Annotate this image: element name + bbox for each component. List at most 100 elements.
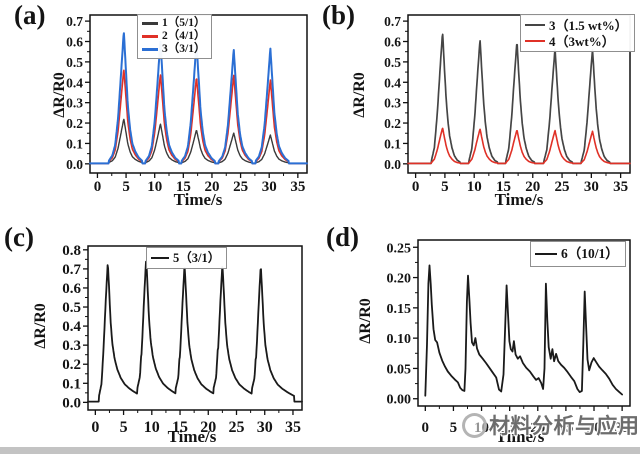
svg-text:35: 35 xyxy=(285,419,301,436)
svg-text:0.4: 0.4 xyxy=(62,319,81,335)
chart-canvas-a: 0 5 10 15 20 25 30 35 0.0 0.1 0.2 0.3 0.4 0.5 0.6 0.7 xyxy=(0,0,320,222)
svg-text:25: 25 xyxy=(558,420,573,436)
svg-text:15: 15 xyxy=(172,419,188,436)
svg-text:0.1: 0.1 xyxy=(66,136,83,151)
svg-text:20: 20 xyxy=(530,420,545,436)
svg-text:0.8: 0.8 xyxy=(62,243,81,259)
svg-text:25: 25 xyxy=(229,419,245,436)
legend-item: 4（3wt%） xyxy=(525,33,628,49)
svg-text:20: 20 xyxy=(525,179,540,195)
legend-item: 3（1.5 wt%） xyxy=(525,17,628,33)
panel-label-b: (b) xyxy=(322,0,355,30)
svg-text:0.1: 0.1 xyxy=(384,136,401,151)
svg-text:0.3: 0.3 xyxy=(62,338,81,354)
legend-label: 1（5/1） xyxy=(162,16,206,29)
svg-text:0.6: 0.6 xyxy=(62,281,81,297)
legend-item: 3（3/1） xyxy=(142,43,205,56)
svg-text:0: 0 xyxy=(94,179,102,195)
svg-text:5: 5 xyxy=(122,179,130,195)
svg-text:30: 30 xyxy=(262,179,277,195)
legend-line-swatch xyxy=(535,252,557,256)
svg-text:0.3: 0.3 xyxy=(66,96,83,111)
legend-label: 3（1.5 wt%） xyxy=(549,17,628,33)
panel-label-d: (d) xyxy=(326,222,359,252)
bottom-gray-bar xyxy=(0,447,640,454)
svg-text:0.7: 0.7 xyxy=(66,14,83,29)
legend-line-swatch xyxy=(151,256,169,260)
svg-text:35: 35 xyxy=(613,179,628,195)
svg-text:0.7: 0.7 xyxy=(62,262,81,278)
svg-text:0.10: 0.10 xyxy=(387,332,412,347)
svg-text:30: 30 xyxy=(257,419,273,436)
legend-b: 3（1.5 wt%） 4（3wt%） xyxy=(520,14,635,52)
legend-label: 4（3wt%） xyxy=(549,33,615,49)
chart-canvas-b: 0 5 10 15 20 25 30 35 0.0 0.1 0.2 0.3 0.4 0.5 0.6 0.7 xyxy=(320,0,640,222)
svg-text:20: 20 xyxy=(200,419,216,436)
svg-text:30: 30 xyxy=(587,420,602,436)
svg-text:0.20: 0.20 xyxy=(387,272,412,287)
panel-label-c: (c) xyxy=(4,222,34,252)
svg-text:0.2: 0.2 xyxy=(62,357,81,373)
svg-text:20: 20 xyxy=(204,179,219,195)
legend-line-swatch xyxy=(525,23,545,27)
x-axis-label-d: Time/s xyxy=(495,427,545,446)
svg-text:5: 5 xyxy=(450,420,458,436)
legend-item: 2（4/1） xyxy=(142,30,205,43)
svg-text:10: 10 xyxy=(144,419,160,436)
panel-label-a: (a) xyxy=(14,0,46,30)
svg-text:0.0: 0.0 xyxy=(384,157,401,172)
svg-text:0.1: 0.1 xyxy=(62,376,81,392)
svg-text:25: 25 xyxy=(555,179,570,195)
panel-c: 0 5 10 15 20 25 30 35 0.0 0.1 0.2 0.3 0.4 0.5 0.6 0.7 0.… xyxy=(0,222,320,454)
svg-text:0.25: 0.25 xyxy=(387,241,412,256)
svg-text:0.5: 0.5 xyxy=(62,300,81,316)
svg-text:35: 35 xyxy=(290,179,305,195)
svg-text:0.0: 0.0 xyxy=(66,157,83,172)
legend-line-swatch xyxy=(525,39,545,43)
svg-text:15: 15 xyxy=(176,179,191,195)
svg-text:0.3: 0.3 xyxy=(384,96,401,111)
legend-d: 6（10/1） xyxy=(530,241,626,267)
x-axis-label-c: Time/s xyxy=(167,427,217,446)
svg-text:5: 5 xyxy=(120,419,128,436)
svg-text:15: 15 xyxy=(502,420,517,436)
legend-label: 2（4/1） xyxy=(162,29,206,42)
watermark: 材料分析与应用 xyxy=(462,411,640,439)
svg-text:35: 35 xyxy=(615,420,630,436)
legend-item: 1（5/1） xyxy=(142,17,205,30)
svg-text:0.2: 0.2 xyxy=(66,116,83,131)
legend-a: 1（5/1） 2（4/1） 3（3/1） xyxy=(137,14,213,59)
svg-text:0: 0 xyxy=(422,420,430,436)
svg-text:0.6: 0.6 xyxy=(384,35,401,50)
svg-text:0.15: 0.15 xyxy=(387,302,412,317)
legend-label: 3（3/1） xyxy=(162,42,206,55)
legend-item: 5（3/1） xyxy=(151,250,220,266)
svg-text:0.2: 0.2 xyxy=(384,116,401,131)
chart-canvas-c: 0 5 10 15 20 25 30 35 0.0 0.1 0.2 0.3 0.4 0.5 0.6 0.7 0.… xyxy=(0,222,320,454)
panel-a: 0 5 10 15 20 25 30 35 0.0 0.1 0.2 0.3 0.4 0.5 0.6 0.7 (… xyxy=(0,0,320,222)
watermark-logo-icon xyxy=(462,412,487,438)
svg-text:0: 0 xyxy=(412,179,420,195)
legend-item: 6（10/1） xyxy=(535,244,619,264)
svg-text:0.05: 0.05 xyxy=(387,362,412,377)
legend-c: 5（3/1） xyxy=(146,247,228,269)
svg-text:0: 0 xyxy=(91,419,99,436)
legend-label: 5（3/1） xyxy=(173,250,221,265)
svg-text:10: 10 xyxy=(147,179,162,195)
legend-label: 6（10/1） xyxy=(561,246,619,262)
svg-text:0.00: 0.00 xyxy=(387,393,412,408)
x-axis-label-a: Time/s xyxy=(173,190,223,209)
y-axis-label-d: ΔR/R0 xyxy=(357,298,374,344)
svg-text:0.6: 0.6 xyxy=(66,35,83,50)
legend-line-swatch xyxy=(142,48,158,51)
svg-text:0.7: 0.7 xyxy=(384,14,401,29)
svg-text:0.0: 0.0 xyxy=(62,395,81,411)
svg-text:30: 30 xyxy=(584,179,599,195)
svg-text:0.4: 0.4 xyxy=(384,75,401,90)
legend-line-swatch xyxy=(142,22,158,25)
watermark-text: 材料分析与应用 xyxy=(489,415,640,438)
y-axis-label-c: ΔR/R0 xyxy=(32,303,49,349)
